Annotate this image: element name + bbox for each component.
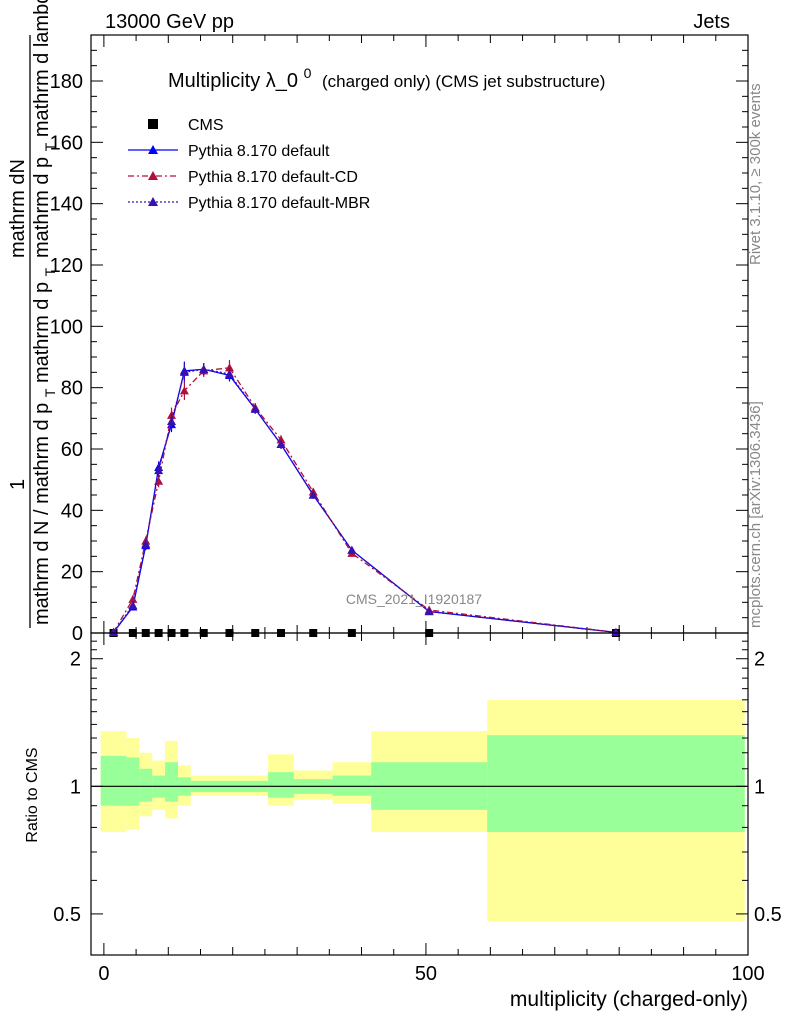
series-line-3	[113, 368, 617, 634]
series-marker-2	[154, 476, 164, 485]
legend: CMS Pythia 8.170 default Pythia 8.170 defa…	[128, 117, 370, 212]
ratio-green-band-9	[332, 775, 372, 796]
series-marker-3	[179, 367, 189, 376]
legend-marker-cms	[148, 119, 158, 129]
plot-title: Multiplicity λ_0 0 (charged only) (CMS j…	[168, 61, 605, 92]
main-y-tick-label: 120	[50, 255, 83, 277]
ylabel-frac-den-tail: mathrm d lambda	[31, 0, 53, 137]
analysis-label: CMS_2021_I1920187	[346, 591, 482, 607]
legend-marker-1	[148, 145, 158, 154]
ratio-y-tick-label-left: 0.5	[53, 904, 81, 926]
ylabel-prefix-den: mathrm d N / mathrm d p	[31, 403, 53, 625]
main-y-tick-label: 160	[50, 132, 83, 154]
main-y-tick-label: 100	[50, 316, 83, 338]
main-y-tick-label: 140	[50, 194, 83, 216]
ratio-y-axis-label: Ratio to CMS	[24, 747, 41, 842]
series-marker-2	[224, 363, 234, 372]
legend-label-1: Pythia 8.170 default	[188, 143, 330, 160]
header-process-label: Jets	[693, 11, 730, 33]
series-marker-3	[224, 369, 234, 378]
x-tick-label: 100	[731, 963, 764, 985]
header-energy-label: 13000 GeV pp	[105, 11, 234, 33]
series-marker-3	[199, 364, 209, 373]
series-marker-2	[179, 386, 189, 395]
ylabel-prefix-den-sub: T	[42, 388, 58, 397]
legend-marker-3	[148, 197, 158, 206]
legend-label-0: CMS	[188, 117, 224, 134]
ylabel-denominator: mathrm d N / mathrm d p T mathrm d p T	[31, 267, 60, 625]
main-y-axis-label: mathrm dN mathrm d N / mathrm d p T math…	[7, 0, 60, 628]
legend-label-3: Pythia 8.170 default-MBR	[188, 195, 370, 212]
ratio-y-tick-label-left: 2	[70, 649, 81, 671]
main-y-tick-label: 0	[72, 623, 83, 645]
plot-title-sup: 0	[304, 65, 312, 81]
series-marker-3	[141, 539, 151, 548]
ratio-green-band-0	[100, 755, 127, 806]
series-marker-3	[611, 627, 621, 636]
series-marker-3	[424, 607, 434, 616]
ratio-green-band-11	[487, 735, 745, 833]
series-marker-3	[308, 490, 318, 499]
x-tick-label: 50	[415, 963, 437, 985]
ratio-y-tick-label-right: 0.5	[754, 904, 782, 926]
plot-title-main: Multiplicity λ_0	[168, 70, 298, 92]
legend-marker-2	[148, 171, 158, 180]
ylabel-frac-den: mathrm d p	[31, 157, 53, 258]
series-marker-3	[109, 627, 119, 636]
ratio-y-tick-label-right: 2	[754, 649, 765, 671]
series-marker-3	[250, 404, 260, 413]
series-marker-3	[347, 545, 357, 554]
ratio-panel: 0 50 100 0.5 0.5 1 1 2 2	[53, 632, 782, 985]
series-marker-2	[128, 594, 138, 603]
series-marker-3	[128, 600, 138, 609]
x-axis-label: multiplicity (charged-only)	[510, 988, 748, 1011]
series-marker-3	[154, 465, 164, 475]
ratio-green-band-2	[139, 768, 153, 802]
ratio-y-tick-label-right: 1	[754, 776, 765, 798]
series-marker-3	[276, 439, 286, 448]
ratio-green-band-4	[165, 762, 178, 802]
main-y-tick-label: 40	[61, 500, 83, 522]
legend-label-2: Pythia 8.170 default-CD	[188, 169, 358, 186]
ylabel-frac-denominator: mathrm d p T mathrm d lambda	[31, 0, 60, 258]
main-y-tick-label: 20	[61, 562, 83, 584]
ylabel-frac-den-sub: T	[42, 142, 58, 151]
series-marker-3	[167, 416, 177, 425]
ylabel-numerator: mathrm dN	[7, 159, 29, 258]
ratio-y-tick-label-left: 1	[70, 776, 81, 798]
ylabel-prefix-den-sub2: T	[42, 267, 58, 276]
ylabel-prefix-numerator: 1	[7, 479, 29, 490]
ratio-green-band-7	[268, 772, 294, 798]
ylabel-prefix-den-tail: mathrm d p	[31, 282, 53, 383]
ratio-green-band-1	[126, 757, 140, 806]
mcplots-label: mcplots.cern.ch [arXiv:1306.3436]	[747, 401, 764, 628]
main-y-tick-label: 180	[50, 71, 83, 93]
rivet-version-label: Rivet 3.1.10, ≥ 300k events	[747, 83, 764, 265]
main-y-tick-label: 80	[61, 378, 83, 400]
ratio-frame	[90, 632, 749, 956]
x-tick-label: 0	[98, 963, 109, 985]
plot-title-suffix: (charged only) (CMS jet substructure)	[322, 72, 605, 91]
main-y-tick-label: 60	[61, 439, 83, 461]
